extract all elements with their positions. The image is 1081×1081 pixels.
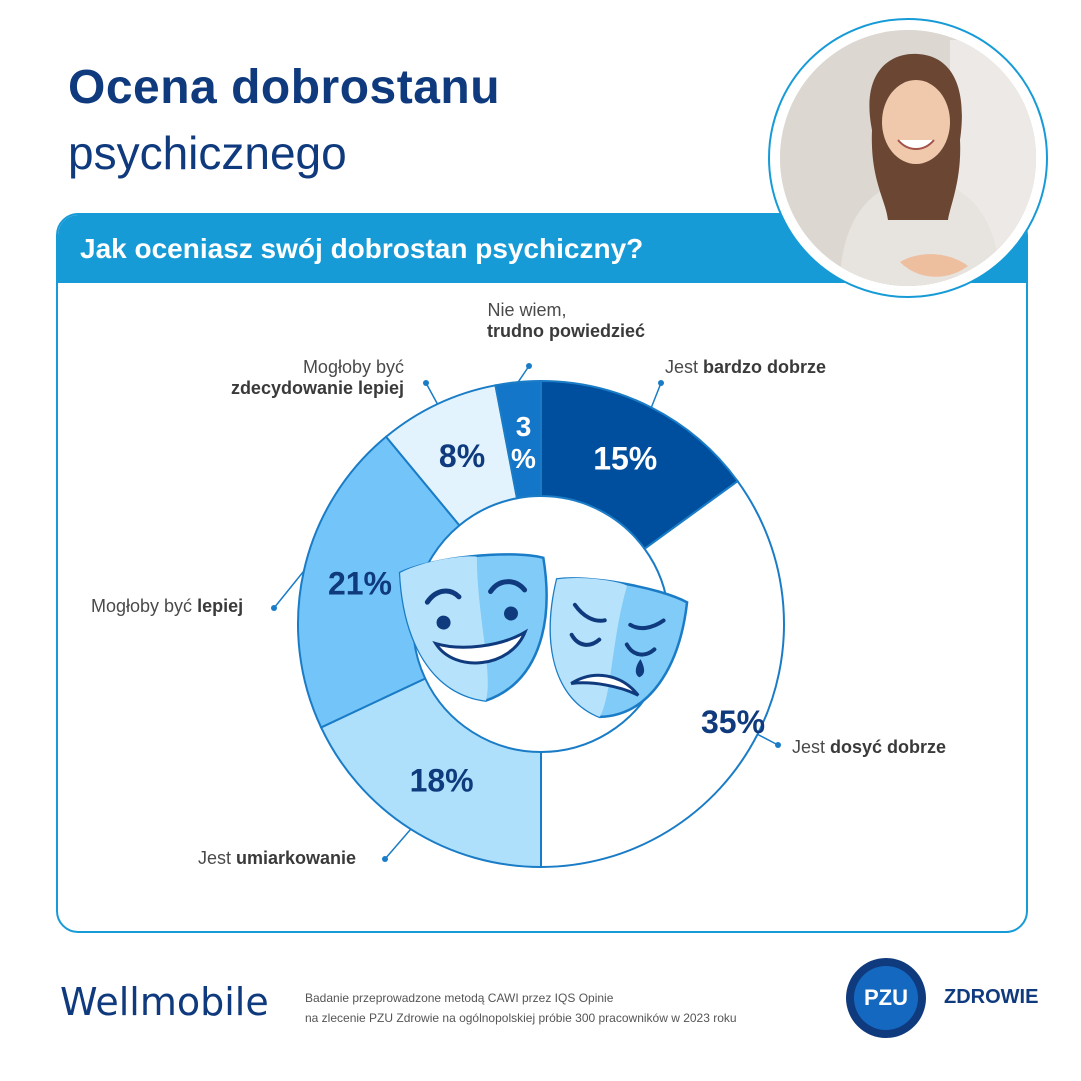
label-bardzo-dobrze-regular: Jest [665, 357, 704, 377]
leader-dot-lepiej [271, 605, 277, 611]
label-lepiej-bold: lepiej [197, 596, 244, 616]
theater-masks-icon [398, 553, 689, 719]
label-zdecydowanie-lepiej-bold: zdecydowanie lepiej [230, 378, 404, 398]
leader-line-lepiej [273, 570, 305, 609]
smiling-woman-photo [780, 30, 1036, 286]
label-nie-wiem: Nie wiem, trudno powiedzieć [487, 300, 645, 342]
leader-dot-umiarkowanie [382, 856, 388, 862]
label-lepiej: Mogłoby być lepiej [91, 596, 243, 617]
study-note-line-1: Badanie przeprowadzone metodą CAWI przez… [305, 991, 614, 1005]
value-label-umiarkowanie: 18% [410, 763, 474, 799]
question-text: Jak oceniasz swój dobrostan psychiczny? [80, 233, 644, 264]
leader-line-nie-wiem [517, 365, 530, 383]
label-dosyc-dobrze-regular: Jest [792, 737, 831, 757]
label-bardzo-dobrze: Jest bardzo dobrze [665, 357, 826, 378]
value-label-lepiej: 21% [328, 566, 392, 602]
label-zdecydowanie-lepiej: Mogłoby być zdecydowanie lepiej [222, 357, 404, 399]
label-zdecydowanie-lepiej-regular: Mogłoby być [302, 357, 404, 377]
label-nie-wiem-bold: trudno powiedzieć [487, 321, 646, 341]
leader-dot-bardzo-dobrze [658, 380, 664, 386]
donut-slice-bardzo-dobrze [540, 379, 739, 551]
pzu-logo-icon: PZU [846, 958, 926, 1038]
value-label-zdecydowanie-lepiej: 8% [439, 438, 485, 474]
label-dosyc-dobrze: Jest dosyć dobrze [792, 737, 946, 758]
leader-line-dosyc-dobrze [757, 733, 779, 746]
label-lepiej-regular: Mogłoby być [91, 596, 198, 616]
value-label-dosyc-dobrze: 35% [701, 704, 765, 740]
value-label-nie-wiem: 3% [511, 411, 536, 474]
leader-dot-dosyc-dobrze [775, 742, 781, 748]
pzu-logo-text: PZU [854, 966, 918, 1030]
study-note-line-2: na zlecenie PZU Zdrowie na ogólnopolskie… [305, 1011, 737, 1025]
donut-slice-umiarkowanie [319, 677, 542, 869]
value-label-bardzo-dobrze: 15% [593, 441, 657, 477]
donut-slice-nie-wiem [494, 379, 542, 500]
photo-frame [768, 18, 1048, 298]
label-umiarkowanie-regular: Jest [198, 848, 237, 868]
label-nie-wiem-regular: Nie wiem, [487, 300, 567, 320]
label-bardzo-dobrze-bold: bardzo dobrze [703, 357, 827, 377]
zdrowie-label: ZDROWIE [944, 986, 1039, 1008]
leader-line-bardzo-dobrze [650, 382, 662, 408]
wellmobile-logo: Wellmobile [60, 980, 269, 1024]
study-note: Badanie przeprowadzone metodą CAWI przez… [305, 988, 737, 1028]
leader-line-umiarkowanie [384, 828, 412, 860]
label-dosyc-dobrze-bold: dosyć dobrze [830, 737, 947, 757]
label-umiarkowanie-bold: umiarkowanie [236, 848, 357, 868]
leader-dot-zdecydowanie-lepiej [423, 380, 429, 386]
leader-dot-nie-wiem [526, 363, 532, 369]
leader-line-zdecydowanie-lepiej [425, 382, 439, 405]
title-line-1: Ocena dobrostanu [68, 61, 501, 114]
title-line-2: psychicznego [68, 127, 347, 179]
label-umiarkowanie: Jest umiarkowanie [198, 848, 356, 869]
